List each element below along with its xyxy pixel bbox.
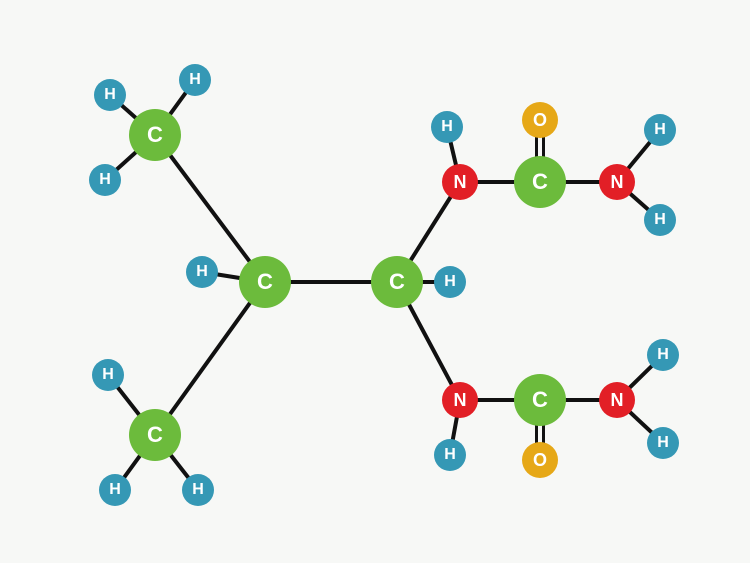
- atom-h: H: [89, 164, 121, 196]
- atom-h: H: [182, 474, 214, 506]
- atom-n: N: [442, 164, 478, 200]
- atom-h: H: [186, 256, 218, 288]
- atom-h: H: [647, 427, 679, 459]
- atom-n: N: [599, 164, 635, 200]
- atom-h: H: [92, 359, 124, 391]
- atom-h: H: [647, 339, 679, 371]
- atom-h: H: [179, 64, 211, 96]
- atom-n: N: [442, 382, 478, 418]
- atom-c: C: [239, 256, 291, 308]
- atom-o: O: [522, 442, 558, 478]
- atom-c: C: [514, 156, 566, 208]
- atom-n: N: [599, 382, 635, 418]
- atom-c: C: [371, 256, 423, 308]
- atom-h: H: [644, 204, 676, 236]
- atom-h: H: [94, 79, 126, 111]
- molecule-diagram: CCHHCHHHCHHHNHCONHHNHCONHH: [0, 0, 750, 563]
- atom-c: C: [129, 409, 181, 461]
- atom-h: H: [99, 474, 131, 506]
- atom-c: C: [514, 374, 566, 426]
- atom-h: H: [434, 266, 466, 298]
- atom-c: C: [129, 109, 181, 161]
- atom-h: H: [644, 114, 676, 146]
- atom-h: H: [431, 111, 463, 143]
- atom-h: H: [434, 439, 466, 471]
- atom-o: O: [522, 102, 558, 138]
